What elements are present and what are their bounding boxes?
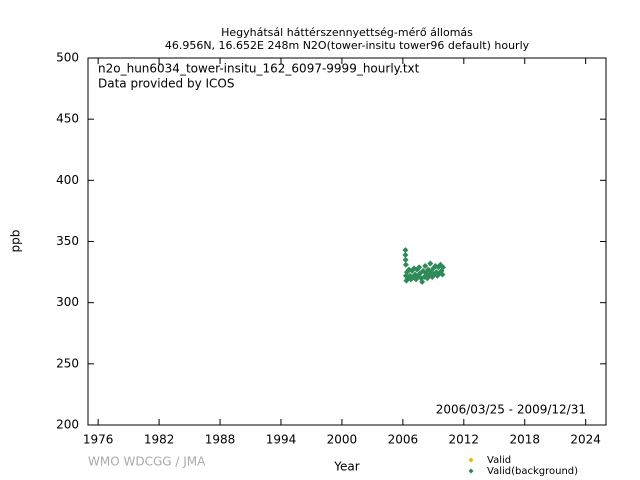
- x-tick-label: 2024: [570, 433, 601, 447]
- y-tick-label: 450: [56, 112, 79, 126]
- plot-frame: [87, 57, 607, 426]
- y-tick-label: 300: [56, 295, 79, 309]
- data-point: [439, 264, 446, 271]
- x-axis-label: Year: [333, 460, 359, 474]
- y-axis-label: ppb: [9, 230, 23, 253]
- x-tick-label: 1982: [144, 433, 175, 447]
- x-tick-label: 1994: [266, 433, 297, 447]
- chart-subtitle: 46.956N, 16.652E 248m N2O(tower-insitu t…: [165, 39, 530, 52]
- data-point: [402, 261, 409, 268]
- x-tick-label: 2012: [449, 433, 480, 447]
- x-tick-label: 1976: [83, 433, 114, 447]
- y-tick-label: 200: [56, 418, 79, 432]
- data-point: [402, 247, 409, 254]
- data-point: [439, 271, 446, 278]
- y-tick-label: 400: [56, 173, 79, 187]
- legend-marker: [468, 468, 474, 474]
- data-point: [422, 262, 429, 269]
- legend-label: Valid(background): [487, 466, 578, 477]
- y-tick-label: 250: [56, 356, 79, 370]
- data-point: [402, 256, 409, 263]
- file-annotation: n2o_hun6034_tower-insitu_162_6097-9999_h…: [98, 62, 420, 76]
- y-tick-label: 500: [56, 51, 79, 65]
- period-annotation: 2006/03/25 - 2009/12/31: [436, 403, 586, 417]
- data-point: [402, 251, 409, 258]
- provider-annotation: Data provided by ICOS: [98, 77, 234, 91]
- chart-title: Hegyhátsál háttérszennyettség-mérő állom…: [221, 26, 473, 39]
- data-point: [427, 260, 434, 267]
- legend-label: Valid: [487, 455, 511, 466]
- legend-marker: [468, 457, 474, 463]
- credit: WMO WDCGG / JMA: [88, 455, 206, 469]
- x-tick-label: 2000: [327, 433, 358, 447]
- data-point: [416, 264, 423, 271]
- x-tick-label: 2018: [509, 433, 540, 447]
- x-tick-label: 1988: [205, 433, 236, 447]
- data-point: [419, 278, 426, 285]
- y-tick-label: 350: [56, 234, 79, 248]
- x-tick-label: 2006: [388, 433, 419, 447]
